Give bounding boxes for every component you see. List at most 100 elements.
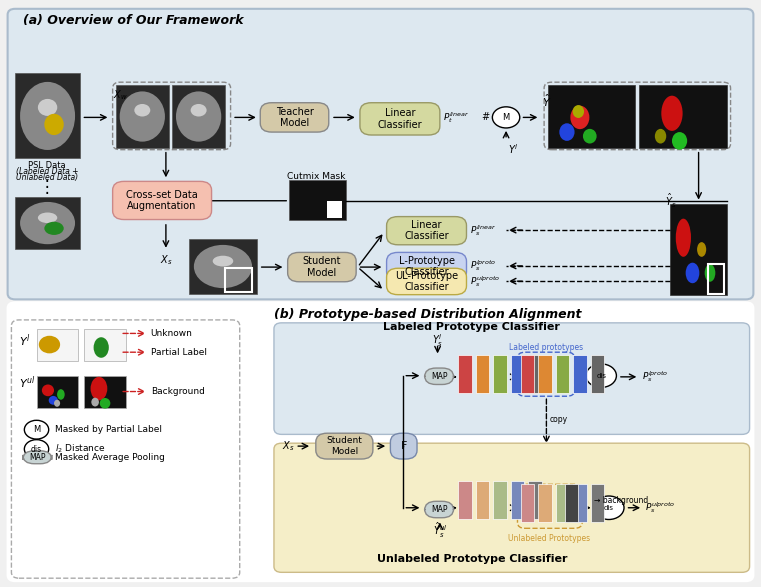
Text: Unlabeled Data): Unlabeled Data) bbox=[16, 173, 78, 181]
Bar bbox=[172, 85, 225, 148]
Bar bbox=[639, 85, 727, 148]
FancyBboxPatch shape bbox=[360, 103, 440, 135]
Bar bbox=[189, 239, 257, 294]
FancyBboxPatch shape bbox=[274, 443, 750, 572]
Text: Labeled Prototype Classifier: Labeled Prototype Classifier bbox=[384, 322, 560, 332]
Ellipse shape bbox=[20, 82, 75, 150]
Text: Masked by Partial Label: Masked by Partial Label bbox=[55, 425, 162, 434]
Ellipse shape bbox=[94, 337, 109, 358]
Bar bbox=[225, 268, 252, 292]
Text: Linear
Classifier: Linear Classifier bbox=[377, 108, 422, 130]
FancyBboxPatch shape bbox=[387, 217, 466, 245]
Ellipse shape bbox=[91, 377, 107, 400]
FancyBboxPatch shape bbox=[521, 484, 534, 522]
Ellipse shape bbox=[190, 104, 207, 116]
Text: Unlabeled Prototype Classifier: Unlabeled Prototype Classifier bbox=[377, 554, 567, 564]
FancyBboxPatch shape bbox=[476, 481, 489, 519]
Text: $P_s^{ulproto}$: $P_s^{ulproto}$ bbox=[470, 274, 500, 289]
Bar bbox=[289, 180, 346, 220]
Text: (a) Overview of Our Framework: (a) Overview of Our Framework bbox=[23, 14, 244, 27]
Text: MAP: MAP bbox=[431, 372, 447, 381]
Text: (b) Prototype-based Distribution Alignment: (b) Prototype-based Distribution Alignme… bbox=[274, 308, 581, 321]
Bar bbox=[548, 85, 635, 148]
Ellipse shape bbox=[38, 99, 57, 116]
Circle shape bbox=[24, 420, 49, 439]
Ellipse shape bbox=[672, 132, 687, 150]
Text: $P_s^{linear}$: $P_s^{linear}$ bbox=[470, 222, 496, 238]
FancyBboxPatch shape bbox=[528, 481, 542, 519]
FancyBboxPatch shape bbox=[511, 355, 524, 393]
Ellipse shape bbox=[686, 263, 699, 283]
FancyBboxPatch shape bbox=[573, 484, 587, 522]
Bar bbox=[327, 201, 342, 218]
Text: $P_s^{lproto}$: $P_s^{lproto}$ bbox=[470, 258, 496, 274]
Text: $\hat{Y}_s$: $\hat{Y}_s$ bbox=[665, 192, 677, 210]
FancyBboxPatch shape bbox=[476, 355, 489, 393]
Text: (Labeled Data +: (Labeled Data + bbox=[16, 167, 78, 176]
Text: Background: Background bbox=[151, 387, 205, 396]
Text: $l_2$ Distance: $l_2$ Distance bbox=[55, 443, 105, 456]
Ellipse shape bbox=[212, 256, 233, 266]
FancyBboxPatch shape bbox=[316, 433, 373, 459]
FancyBboxPatch shape bbox=[511, 481, 524, 519]
Ellipse shape bbox=[38, 212, 57, 223]
Ellipse shape bbox=[91, 398, 99, 406]
FancyBboxPatch shape bbox=[493, 481, 507, 519]
FancyBboxPatch shape bbox=[565, 484, 578, 522]
Text: Unknown: Unknown bbox=[151, 329, 193, 338]
Text: #: # bbox=[481, 112, 489, 123]
Bar bbox=[116, 85, 169, 148]
Ellipse shape bbox=[661, 96, 683, 131]
Text: $P_s^{lproto}$: $P_s^{lproto}$ bbox=[642, 369, 668, 384]
FancyBboxPatch shape bbox=[538, 484, 552, 522]
Text: dis: dis bbox=[603, 505, 614, 511]
FancyBboxPatch shape bbox=[387, 252, 466, 281]
Ellipse shape bbox=[573, 105, 584, 118]
FancyBboxPatch shape bbox=[458, 355, 472, 393]
Circle shape bbox=[594, 496, 624, 519]
FancyBboxPatch shape bbox=[260, 103, 329, 132]
Bar bbox=[84, 376, 126, 408]
Ellipse shape bbox=[194, 245, 252, 288]
Text: dis: dis bbox=[31, 444, 42, 454]
Text: L-Prototype
Classifier: L-Prototype Classifier bbox=[399, 256, 454, 277]
Text: copy: copy bbox=[549, 415, 568, 424]
Text: Teacher
Model: Teacher Model bbox=[275, 107, 314, 128]
Ellipse shape bbox=[697, 242, 706, 257]
FancyBboxPatch shape bbox=[113, 181, 212, 220]
Circle shape bbox=[24, 440, 49, 458]
Bar bbox=[670, 204, 727, 295]
Circle shape bbox=[492, 107, 520, 128]
Ellipse shape bbox=[54, 400, 60, 407]
Ellipse shape bbox=[705, 264, 715, 282]
FancyBboxPatch shape bbox=[521, 355, 534, 393]
Text: Cutmix Mask: Cutmix Mask bbox=[287, 171, 345, 181]
Text: $P_s^{ulproto}$: $P_s^{ulproto}$ bbox=[645, 500, 676, 515]
FancyBboxPatch shape bbox=[425, 501, 454, 518]
Ellipse shape bbox=[119, 92, 165, 141]
Text: Cross-set Data
Augmentation: Cross-set Data Augmentation bbox=[126, 190, 198, 211]
Text: $P_t^{linear}$: $P_t^{linear}$ bbox=[443, 110, 470, 125]
Ellipse shape bbox=[44, 222, 64, 235]
Text: $\hat{Y}_s^{ul}$: $\hat{Y}_s^{ul}$ bbox=[433, 521, 447, 539]
Ellipse shape bbox=[583, 129, 597, 143]
Ellipse shape bbox=[39, 336, 60, 353]
FancyBboxPatch shape bbox=[493, 355, 507, 393]
FancyBboxPatch shape bbox=[11, 320, 240, 578]
Bar bbox=[708, 264, 724, 294]
FancyBboxPatch shape bbox=[387, 268, 466, 295]
FancyBboxPatch shape bbox=[591, 355, 604, 393]
Bar bbox=[84, 329, 126, 361]
FancyBboxPatch shape bbox=[23, 451, 52, 464]
Ellipse shape bbox=[571, 106, 590, 129]
Ellipse shape bbox=[134, 104, 150, 116]
Bar bbox=[37, 329, 78, 361]
Text: Labeled prototypes: Labeled prototypes bbox=[509, 343, 584, 352]
FancyBboxPatch shape bbox=[556, 355, 569, 393]
Text: M: M bbox=[33, 425, 40, 434]
Text: Student
Model: Student Model bbox=[326, 436, 362, 456]
FancyBboxPatch shape bbox=[538, 355, 552, 393]
Text: UL-Prototype
Classifier: UL-Prototype Classifier bbox=[395, 271, 458, 292]
Text: $Y^l$: $Y^l$ bbox=[508, 142, 519, 156]
Text: Unlabeled Prototypes: Unlabeled Prototypes bbox=[508, 534, 591, 544]
